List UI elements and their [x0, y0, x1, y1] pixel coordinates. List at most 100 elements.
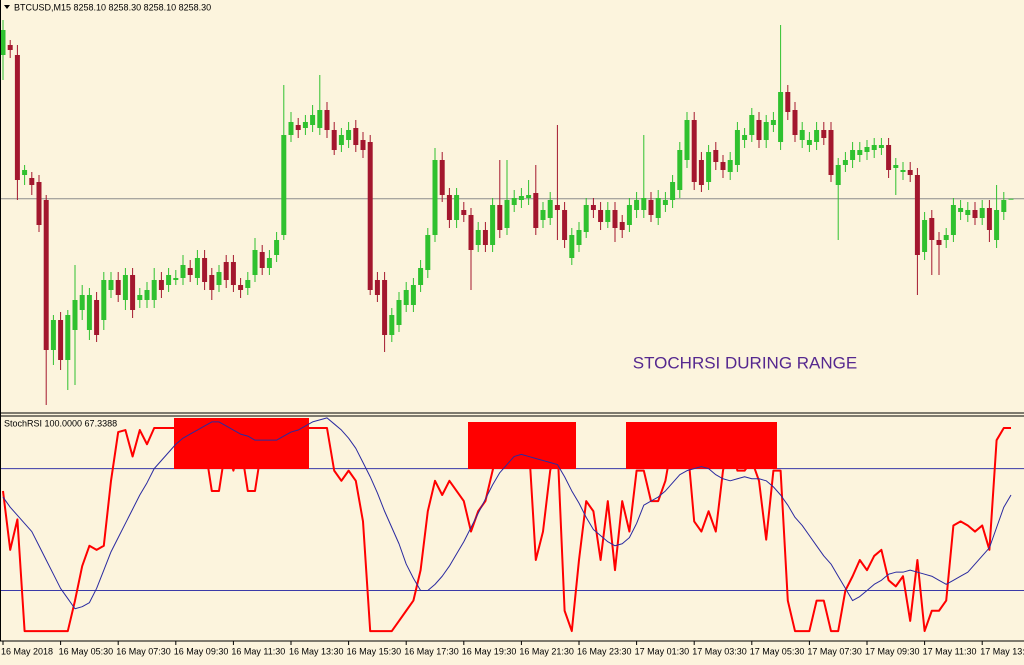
candle-body — [562, 210, 568, 240]
time-axis-labels: 16 May 2018 16 May 05:30 16 May 07:30 16 Ma… — [1, 641, 1024, 656]
candle-body — [238, 285, 244, 290]
candle-body — [893, 165, 899, 168]
candle-body — [504, 200, 510, 228]
x-tick-label: 16 May 07:30 — [116, 646, 171, 656]
x-tick-label: 17 May 09:30 — [865, 646, 920, 656]
candle-body — [302, 122, 308, 128]
range-box — [468, 422, 576, 469]
candle-body — [706, 152, 712, 182]
candle-body — [619, 222, 625, 230]
candle-body — [490, 205, 496, 245]
range-box — [626, 422, 777, 469]
price-panel — [0, 20, 1024, 405]
candle-body — [583, 205, 589, 232]
x-tick-label: 16 May 05:30 — [59, 646, 114, 656]
candle-body — [698, 160, 704, 185]
candle-body — [965, 210, 971, 215]
x-tick-label: 16 May 15:30 — [347, 646, 402, 656]
candle-body — [518, 196, 524, 200]
candle-body — [108, 280, 114, 290]
candle-body — [101, 280, 107, 320]
x-tick-label: 16 May 19:30 — [462, 646, 517, 656]
candle-body — [835, 165, 841, 185]
candle-body — [79, 295, 85, 310]
candle-body — [115, 280, 121, 295]
candle-body — [338, 135, 344, 145]
candle-body — [756, 120, 762, 140]
candle-body — [410, 285, 416, 305]
candle-body — [540, 210, 546, 220]
x-tick-label: 16 May 09:30 — [174, 646, 229, 656]
candle-body — [403, 290, 409, 305]
candle-body — [288, 122, 294, 135]
candle-body — [547, 200, 553, 218]
candle-body — [598, 210, 604, 222]
candle-body — [850, 150, 856, 160]
candle-body — [821, 130, 827, 138]
candle-body — [936, 240, 942, 245]
candle-body — [1008, 198, 1014, 200]
candle-body — [475, 230, 481, 245]
candle-body — [461, 210, 467, 215]
candle-body — [230, 262, 236, 285]
candle-body — [734, 130, 740, 165]
candle-body — [29, 178, 35, 185]
candle-body — [353, 128, 359, 145]
candle-body — [50, 320, 56, 350]
candle-body — [727, 160, 733, 172]
candle-body — [605, 210, 611, 222]
candle-body — [432, 160, 438, 235]
candle-body — [907, 170, 913, 175]
candle-body — [346, 130, 352, 140]
x-tick-label: 16 May 2018 — [1, 646, 53, 656]
candle-body — [317, 110, 323, 128]
candle-body — [252, 250, 258, 275]
candle-body — [778, 92, 784, 142]
candle-body — [684, 120, 690, 160]
candle-body — [785, 92, 791, 112]
x-tick-label: 17 May 05:30 — [750, 646, 805, 656]
candle-body — [324, 110, 330, 130]
candle-body — [799, 130, 805, 140]
candle-body — [554, 205, 560, 210]
candle-body — [641, 198, 647, 210]
candle-body — [634, 200, 640, 210]
candle-body — [94, 300, 100, 335]
candle-body — [569, 235, 575, 258]
candle-body — [468, 215, 474, 250]
candle-body — [137, 295, 143, 300]
candle-body — [1001, 200, 1007, 212]
candle-body — [122, 275, 128, 300]
candle-body — [360, 140, 366, 150]
candle-body — [187, 268, 193, 275]
candle-body — [266, 258, 272, 268]
candle-body — [806, 140, 812, 145]
candle-body — [223, 262, 229, 280]
candle-body — [367, 142, 373, 290]
x-tick-label: 17 May 13:30 — [980, 646, 1024, 656]
candle-body — [576, 230, 582, 245]
indicator-title: StochRSI 100.0000 67.3388 — [4, 418, 117, 428]
x-tick-label: 16 May 13:30 — [289, 646, 344, 656]
candle-body — [209, 275, 215, 290]
candle-body — [950, 205, 956, 235]
candle-body — [202, 258, 208, 282]
candle-body — [929, 218, 935, 240]
candle-body — [842, 160, 848, 165]
candle-body — [511, 198, 517, 205]
candle-body — [677, 150, 683, 190]
candle-body — [439, 160, 445, 195]
candle-body — [763, 122, 769, 140]
candle-body — [857, 150, 863, 155]
candle-body — [259, 252, 265, 268]
candle-body — [958, 208, 964, 212]
candle-body — [151, 280, 157, 300]
candle-body — [425, 235, 431, 270]
candle-body — [979, 208, 985, 218]
candle-body — [418, 268, 424, 285]
candle-body — [972, 210, 978, 218]
candle-body — [662, 200, 668, 205]
candle-body — [144, 290, 150, 300]
x-tick-label: 17 May 03:30 — [692, 646, 747, 656]
